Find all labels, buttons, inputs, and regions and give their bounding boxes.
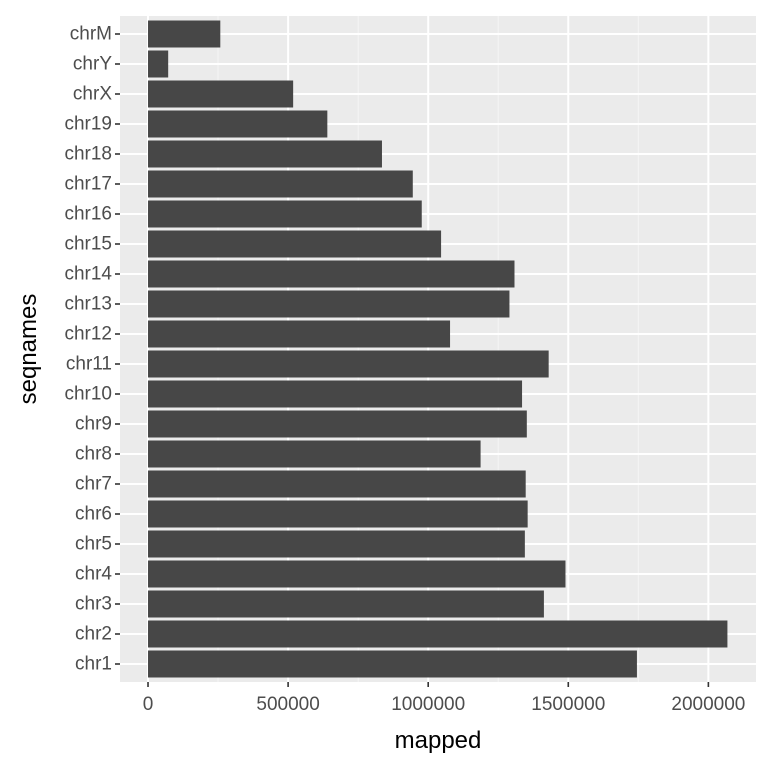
bar-chr12 [148,320,451,348]
x-tick-label: 500000 [256,694,319,715]
y-tick-label: chrY [73,54,112,75]
y-tick-label: chr19 [64,114,112,135]
bar-chr1 [148,650,637,678]
bar-chr14 [148,260,515,288]
bar-chr16 [148,200,422,228]
y-tick-label: chr5 [75,534,112,555]
x-tick-label: 0 [143,694,154,715]
bar-chr4 [148,560,566,588]
y-tick-label: chr15 [64,234,112,255]
bar-chrM [148,20,221,48]
bar-chrX [148,80,294,108]
y-tick-label: chrX [73,84,112,105]
y-tick-label: chr2 [75,624,112,645]
y-tick-label: chr1 [75,654,112,675]
y-tick-label: chr12 [64,324,112,345]
x-tick-label: 2000000 [671,694,745,715]
bar-chr8 [148,440,481,468]
bar-chr15 [148,230,442,258]
bar-chr9 [148,410,527,438]
y-tick-label: chr16 [64,204,112,225]
bars [148,20,728,678]
y-tick-label: chr11 [66,354,112,375]
bar-chr2 [148,620,728,648]
bar-chr17 [148,170,413,198]
y-tick-label: chrM [70,24,112,45]
x-axis-ticks: 0 500000 1000000 1500000 2000000 [143,682,745,715]
y-tick-label: chr14 [64,264,112,285]
bar-chr11 [148,350,549,378]
bar-chr6 [148,500,528,528]
y-tick-label: chr13 [64,294,112,315]
y-tick-label: chr4 [75,564,112,585]
y-tick-label: chr8 [75,444,112,465]
y-tick-label: chr6 [75,504,112,525]
bar-chr10 [148,380,523,408]
y-axis-ticks: chr1 chr2 chr3 chr4 chr5 chr6 chr7 chr8 chr9 chr1… [64,24,120,675]
bar-chr3 [148,590,544,618]
bar-chr19 [148,110,328,138]
bar-chr7 [148,470,526,498]
x-tick-label: 1500000 [531,694,605,715]
bar-chr5 [148,530,525,558]
bar-chr13 [148,290,510,318]
y-tick-label: chr10 [64,384,112,405]
y-axis-title: seqnames [15,294,42,405]
y-tick-label: chr7 [75,474,112,495]
y-tick-label: chr17 [64,174,112,195]
y-tick-label: chr3 [75,594,112,615]
x-tick-label: 1000000 [391,694,465,715]
y-tick-label: chr18 [64,144,112,165]
y-tick-label: chr9 [75,414,112,435]
bar-chr18 [148,140,382,168]
x-axis-title: mapped [395,727,482,754]
bar-chrY [148,50,169,78]
